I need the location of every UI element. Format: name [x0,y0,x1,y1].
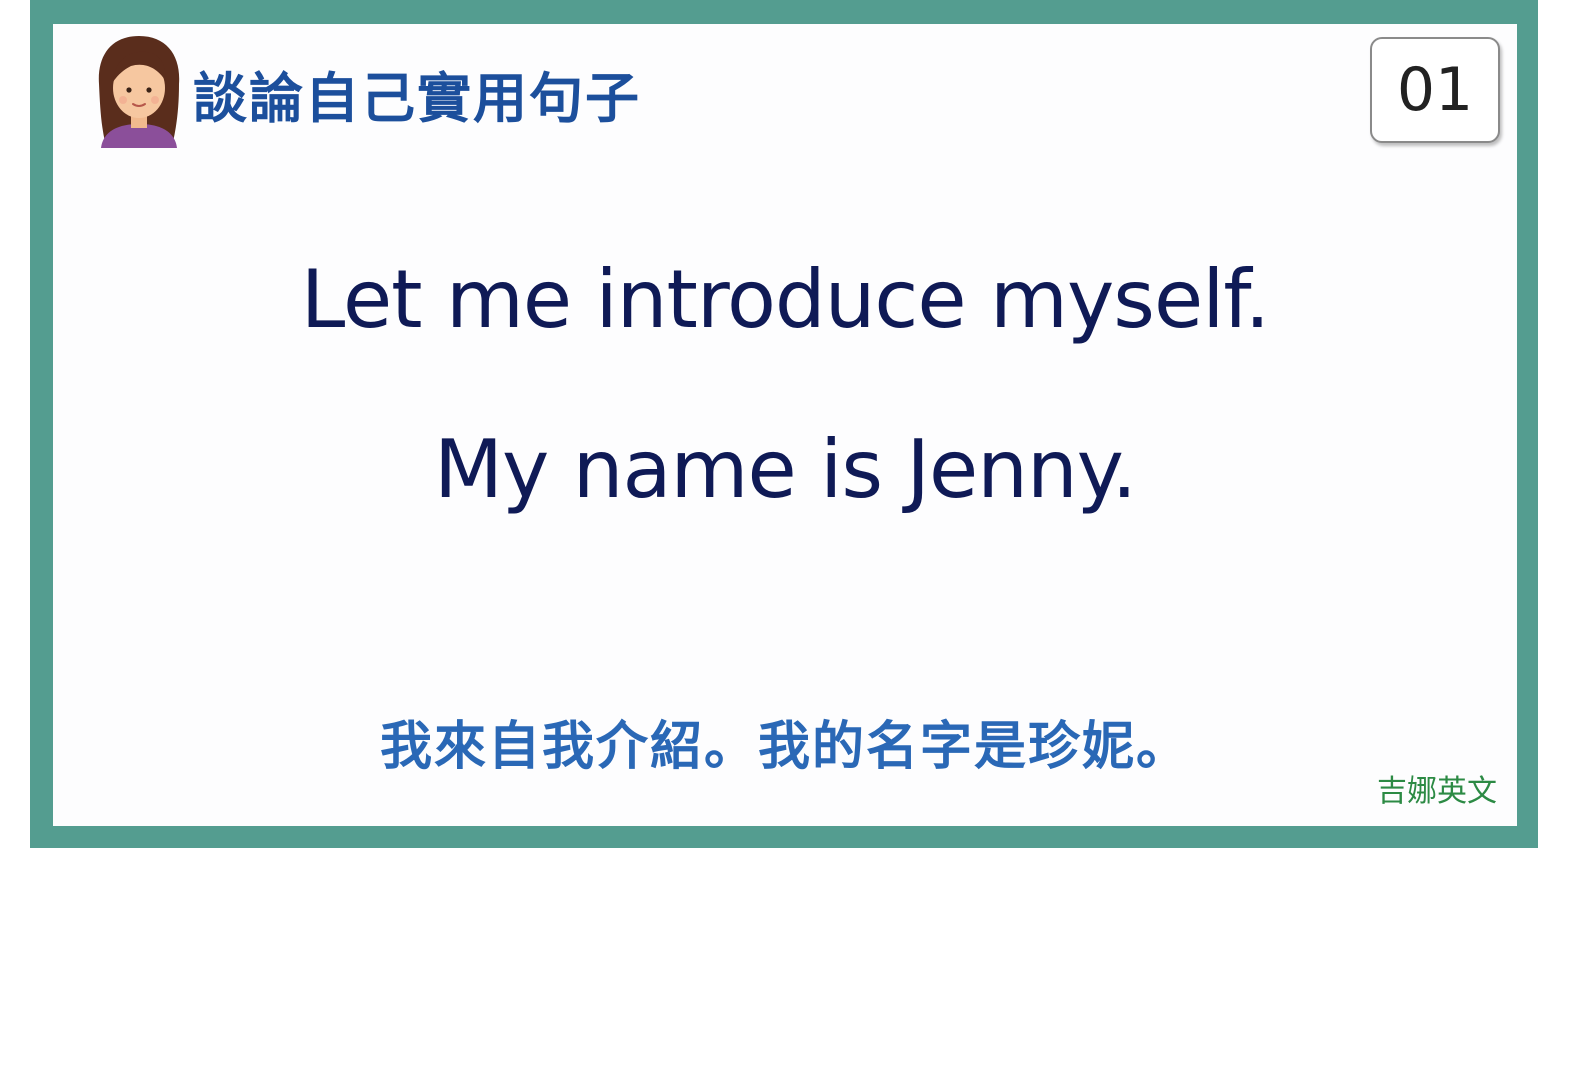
page-number-badge: 01 [1370,37,1500,143]
english-sentence: Let me introduce myself. [300,253,1270,346]
card-frame: 談論自己實用句子 01 Let me introduce myself. My … [30,0,1538,848]
brand-watermark: 吉娜英文 [1377,774,1497,809]
chinese-translation: 我來自我介紹。我的名字是珍妮。 [379,717,1190,777]
english-sentence: My name is Jenny. [433,423,1137,516]
topic-title: 談論自己實用句子 [193,67,641,130]
woman-avatar-icon [91,32,187,148]
flashcard: 談論自己實用句子 01 Let me introduce myself. My … [53,24,1517,826]
